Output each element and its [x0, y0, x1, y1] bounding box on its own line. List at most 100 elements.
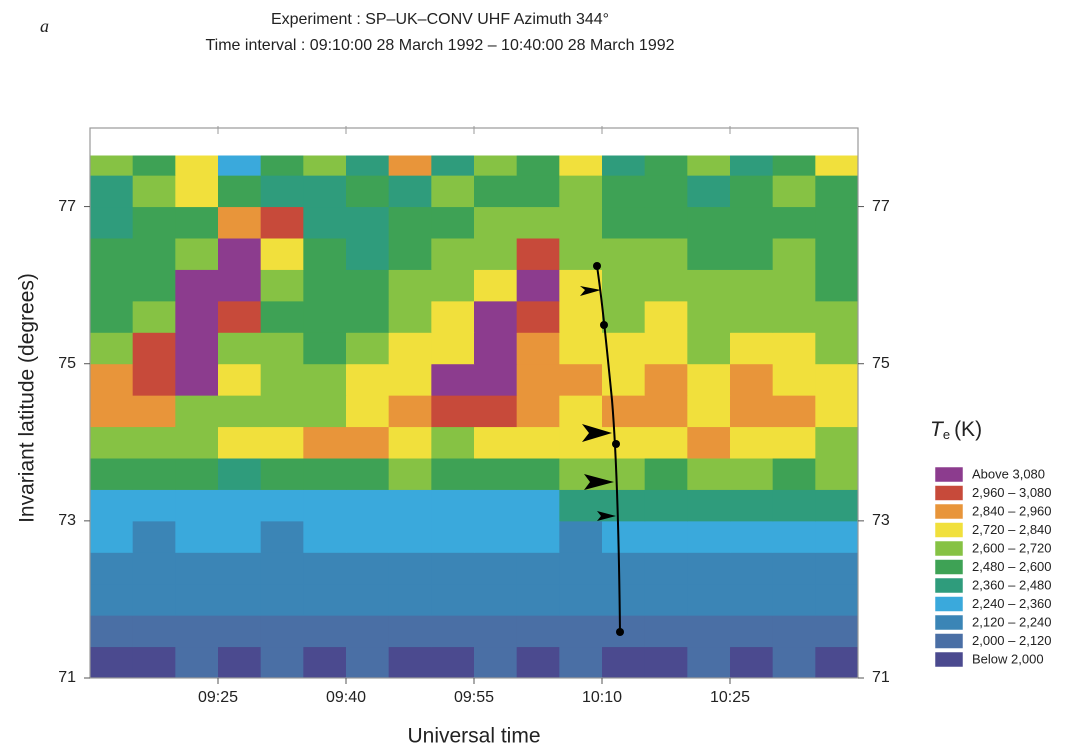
heat-cell	[175, 206, 219, 239]
heat-cell	[730, 583, 774, 616]
heat-cell	[303, 458, 347, 490]
heat-cell	[772, 615, 816, 648]
heat-cell	[346, 155, 390, 176]
heat-cell	[730, 552, 774, 585]
legend-swatch	[934, 503, 964, 520]
heat-cell	[559, 363, 603, 396]
heat-cell	[388, 363, 432, 396]
trajectory	[580, 262, 624, 636]
heat-cell	[516, 426, 560, 459]
legend-swatch	[934, 651, 964, 668]
x-tick-label: 09:40	[326, 689, 366, 706]
heat-cell	[346, 426, 390, 459]
heat-cell	[303, 395, 347, 428]
heat-cell	[815, 155, 859, 176]
heat-cell	[559, 155, 603, 176]
heat-cell	[303, 615, 347, 648]
heat-cell	[132, 520, 176, 553]
heat-cell	[303, 520, 347, 553]
trajectory-dot	[612, 440, 620, 448]
trajectory-dot	[600, 321, 608, 329]
legend-label: 2,480 – 2,600	[972, 559, 1052, 574]
heat-cell	[431, 238, 475, 270]
heat-cell	[516, 238, 560, 270]
heat-cell	[602, 206, 646, 239]
heat-cell	[474, 426, 518, 459]
heat-cell	[474, 238, 518, 270]
heat-cell	[772, 206, 816, 239]
heat-cell	[644, 175, 688, 208]
heat-cell	[474, 175, 518, 208]
heat-cell	[687, 552, 731, 585]
heat-cell	[474, 489, 518, 522]
heat-cell	[388, 458, 432, 490]
heat-cell	[132, 269, 176, 302]
heat-cell	[602, 300, 646, 333]
heat-cell	[644, 206, 688, 239]
heat-cell	[260, 363, 304, 396]
arrow	[584, 474, 614, 490]
heat-cell	[303, 552, 347, 585]
heat-cell	[132, 155, 176, 176]
heat-cell	[388, 489, 432, 522]
heat-cell	[474, 363, 518, 396]
heat-cell	[644, 552, 688, 585]
legend-swatch	[934, 633, 964, 649]
heat-cell	[388, 238, 432, 270]
panel-label: a	[40, 16, 49, 36]
heat-cell	[431, 269, 475, 302]
heat-cell	[388, 646, 432, 679]
heat-cell	[687, 646, 731, 679]
heat-cell	[132, 332, 176, 365]
heat-cell	[175, 615, 219, 648]
heat-cell	[687, 175, 731, 208]
heat-cell	[687, 395, 731, 428]
heat-cell	[90, 175, 134, 208]
legend-title: Te (K)	[930, 418, 982, 443]
heat-cell	[644, 300, 688, 333]
heat-cell	[559, 395, 603, 428]
heat-cell	[559, 175, 603, 208]
heat-cell	[175, 520, 219, 553]
heat-cell	[218, 426, 262, 459]
heat-cell	[303, 300, 347, 333]
heat-cell	[815, 395, 859, 428]
heat-cell	[559, 332, 603, 365]
heat-cell	[218, 615, 262, 648]
legend-unit: (K)	[954, 418, 982, 441]
heat-cell	[388, 615, 432, 648]
heat-cell	[431, 300, 475, 333]
heat-cell	[90, 363, 134, 396]
heat-cell	[687, 615, 731, 648]
heat-cell	[260, 332, 304, 365]
heat-cell	[90, 520, 134, 553]
heat-cell	[260, 175, 304, 208]
heat-cell	[346, 238, 390, 270]
x-tick-label: 09:55	[454, 689, 494, 706]
heat-cell	[516, 300, 560, 333]
heat-cell	[175, 300, 219, 333]
legend-swatch	[934, 466, 964, 483]
heat-cell	[346, 269, 390, 302]
legend-label: 2,960 – 3,080	[972, 485, 1052, 500]
heat-cell	[644, 458, 688, 490]
heat-cell	[687, 155, 731, 176]
heat-cell	[431, 646, 475, 679]
heat-cell	[516, 175, 560, 208]
heat-cell	[474, 615, 518, 648]
heat-cell	[772, 395, 816, 428]
heat-cell	[687, 206, 731, 239]
heat-cell	[602, 552, 646, 585]
heat-cell	[644, 395, 688, 428]
heat-cell	[730, 458, 774, 490]
heat-cell	[644, 155, 688, 176]
heat-cell	[388, 300, 432, 333]
heat-cell	[260, 269, 304, 302]
heat-cell	[474, 520, 518, 553]
heat-cell	[431, 332, 475, 365]
heat-cell	[730, 520, 774, 553]
heat-cell	[474, 206, 518, 239]
heat-cell	[474, 583, 518, 616]
heat-cell	[730, 426, 774, 459]
